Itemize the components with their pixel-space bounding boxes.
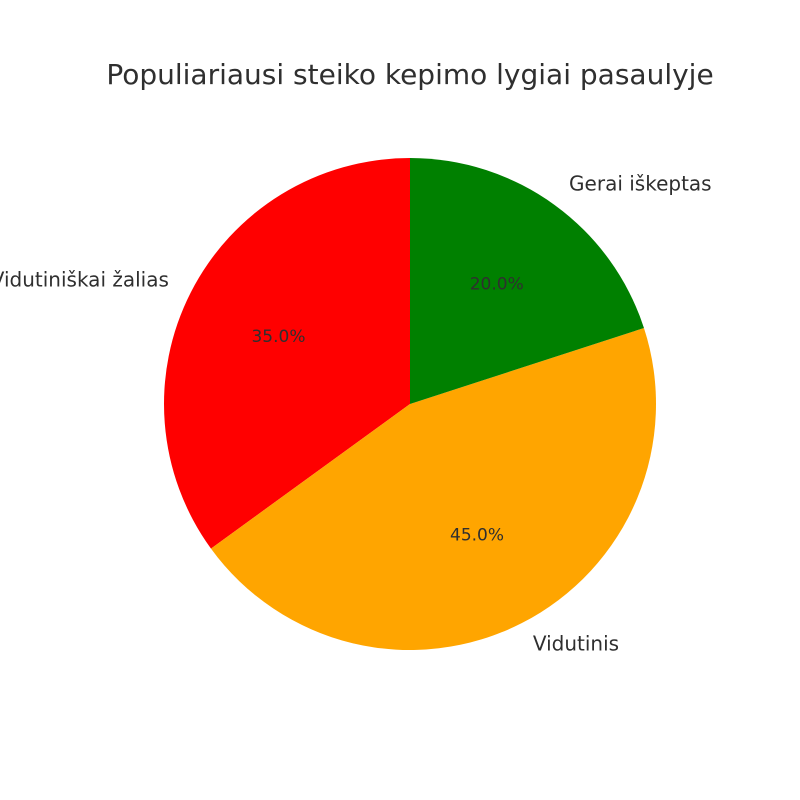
- pie-slice-vidutinis: [210, 327, 656, 650]
- chart-title: Populiariausi steiko kepimo lygiai pasau…: [106, 58, 713, 91]
- slice-label-gerai-iskeptas: Gerai iškeptas: [569, 172, 712, 196]
- slice-label-vidutinis: Vidutinis: [533, 632, 619, 656]
- slice-percent-label-vidutinis: 45.0%: [450, 526, 504, 546]
- slice-label-vidutiniskai-zalias: Vidutiniškai žalias: [0, 268, 169, 292]
- slice-percent-label-gerai-iskeptas: 20.0%: [470, 275, 524, 295]
- pie-slice-gerai-iskeptas: [410, 158, 644, 404]
- pie-labels: Vidutiniškai žalias 35.0% Vidutinis 45.0% Ge…: [0, 172, 712, 656]
- pie-slices: [164, 158, 656, 650]
- pie-slice-vidutiniskai-zalias: [164, 158, 410, 549]
- slice-percent-label-vidutiniskai-zalias: 35.0%: [251, 327, 305, 347]
